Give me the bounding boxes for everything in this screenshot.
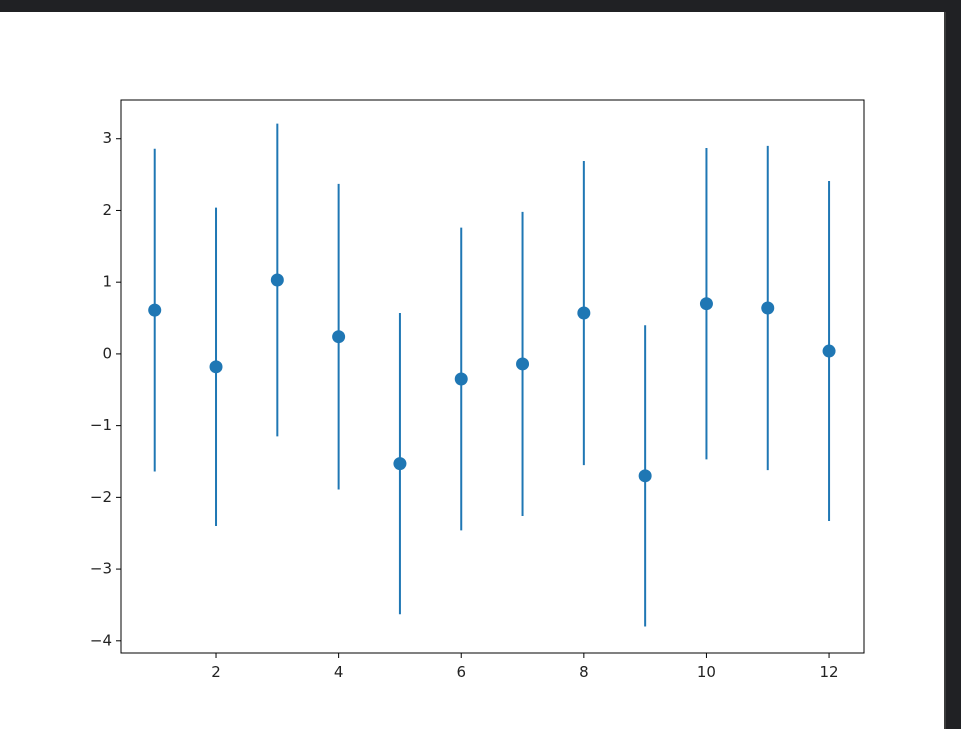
point [454,372,468,386]
point [148,303,162,317]
point [638,469,652,483]
x-tick-label: 10 [697,663,716,681]
x-tick-label: 12 [820,663,839,681]
point [209,360,223,374]
window-bar [0,0,961,12]
window-edge [946,12,961,729]
y-tick-label: −4 [90,631,112,649]
x-tick-label: 6 [456,663,466,681]
point [393,457,407,471]
point [516,357,530,371]
point [332,330,346,344]
point [577,306,591,320]
y-tick-label: −1 [90,416,112,434]
window-edge-line [944,12,946,729]
y-tick-label: 3 [102,129,112,147]
point [822,344,836,358]
x-tick-label: 4 [334,663,344,681]
x-tick-label: 2 [211,663,221,681]
y-tick-label: −3 [90,560,112,578]
point [699,297,713,311]
point [270,273,284,287]
y-tick-label: 1 [102,273,112,291]
y-tick-label: 0 [102,344,112,362]
y-tick-label: −2 [90,488,112,506]
x-tick-label: 8 [579,663,589,681]
plot-frame [120,99,865,654]
y-tick-label: 2 [102,201,112,219]
point [761,301,775,315]
